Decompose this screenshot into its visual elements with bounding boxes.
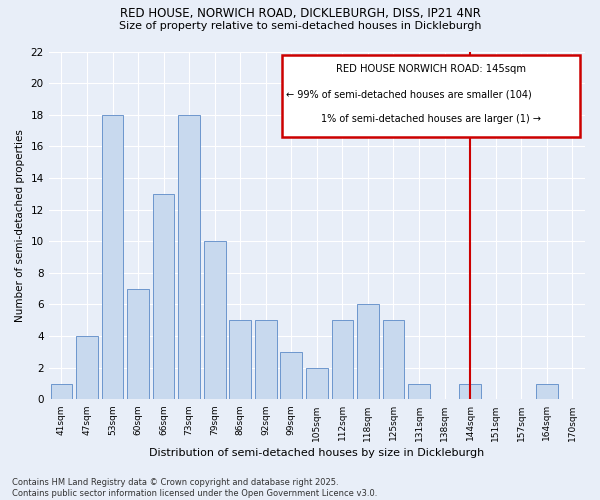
Text: ← 99% of semi-detached houses are smaller (104): ← 99% of semi-detached houses are smalle… xyxy=(286,90,532,100)
Bar xyxy=(50,384,72,400)
Bar xyxy=(76,336,98,400)
Text: 1% of semi-detached houses are larger (1) →: 1% of semi-detached houses are larger (1… xyxy=(321,114,541,124)
Bar xyxy=(204,241,226,400)
Bar xyxy=(408,384,430,400)
X-axis label: Distribution of semi-detached houses by size in Dickleburgh: Distribution of semi-detached houses by … xyxy=(149,448,484,458)
Bar xyxy=(127,288,149,400)
Bar xyxy=(153,194,175,400)
Bar xyxy=(101,114,124,400)
Bar xyxy=(383,320,404,400)
Bar xyxy=(280,352,302,400)
Bar xyxy=(255,320,277,400)
Bar xyxy=(357,304,379,400)
Bar xyxy=(536,384,557,400)
Bar xyxy=(178,114,200,400)
Bar xyxy=(229,320,251,400)
Text: RED HOUSE, NORWICH ROAD, DICKLEBURGH, DISS, IP21 4NR: RED HOUSE, NORWICH ROAD, DICKLEBURGH, DI… xyxy=(119,8,481,20)
Bar xyxy=(306,368,328,400)
Bar xyxy=(459,384,481,400)
Text: Contains HM Land Registry data © Crown copyright and database right 2025.
Contai: Contains HM Land Registry data © Crown c… xyxy=(12,478,377,498)
Text: Size of property relative to semi-detached houses in Dickleburgh: Size of property relative to semi-detach… xyxy=(119,21,481,31)
Text: RED HOUSE NORWICH ROAD: 145sqm: RED HOUSE NORWICH ROAD: 145sqm xyxy=(336,64,526,74)
Bar xyxy=(332,320,353,400)
Y-axis label: Number of semi-detached properties: Number of semi-detached properties xyxy=(15,129,25,322)
FancyBboxPatch shape xyxy=(282,55,580,136)
